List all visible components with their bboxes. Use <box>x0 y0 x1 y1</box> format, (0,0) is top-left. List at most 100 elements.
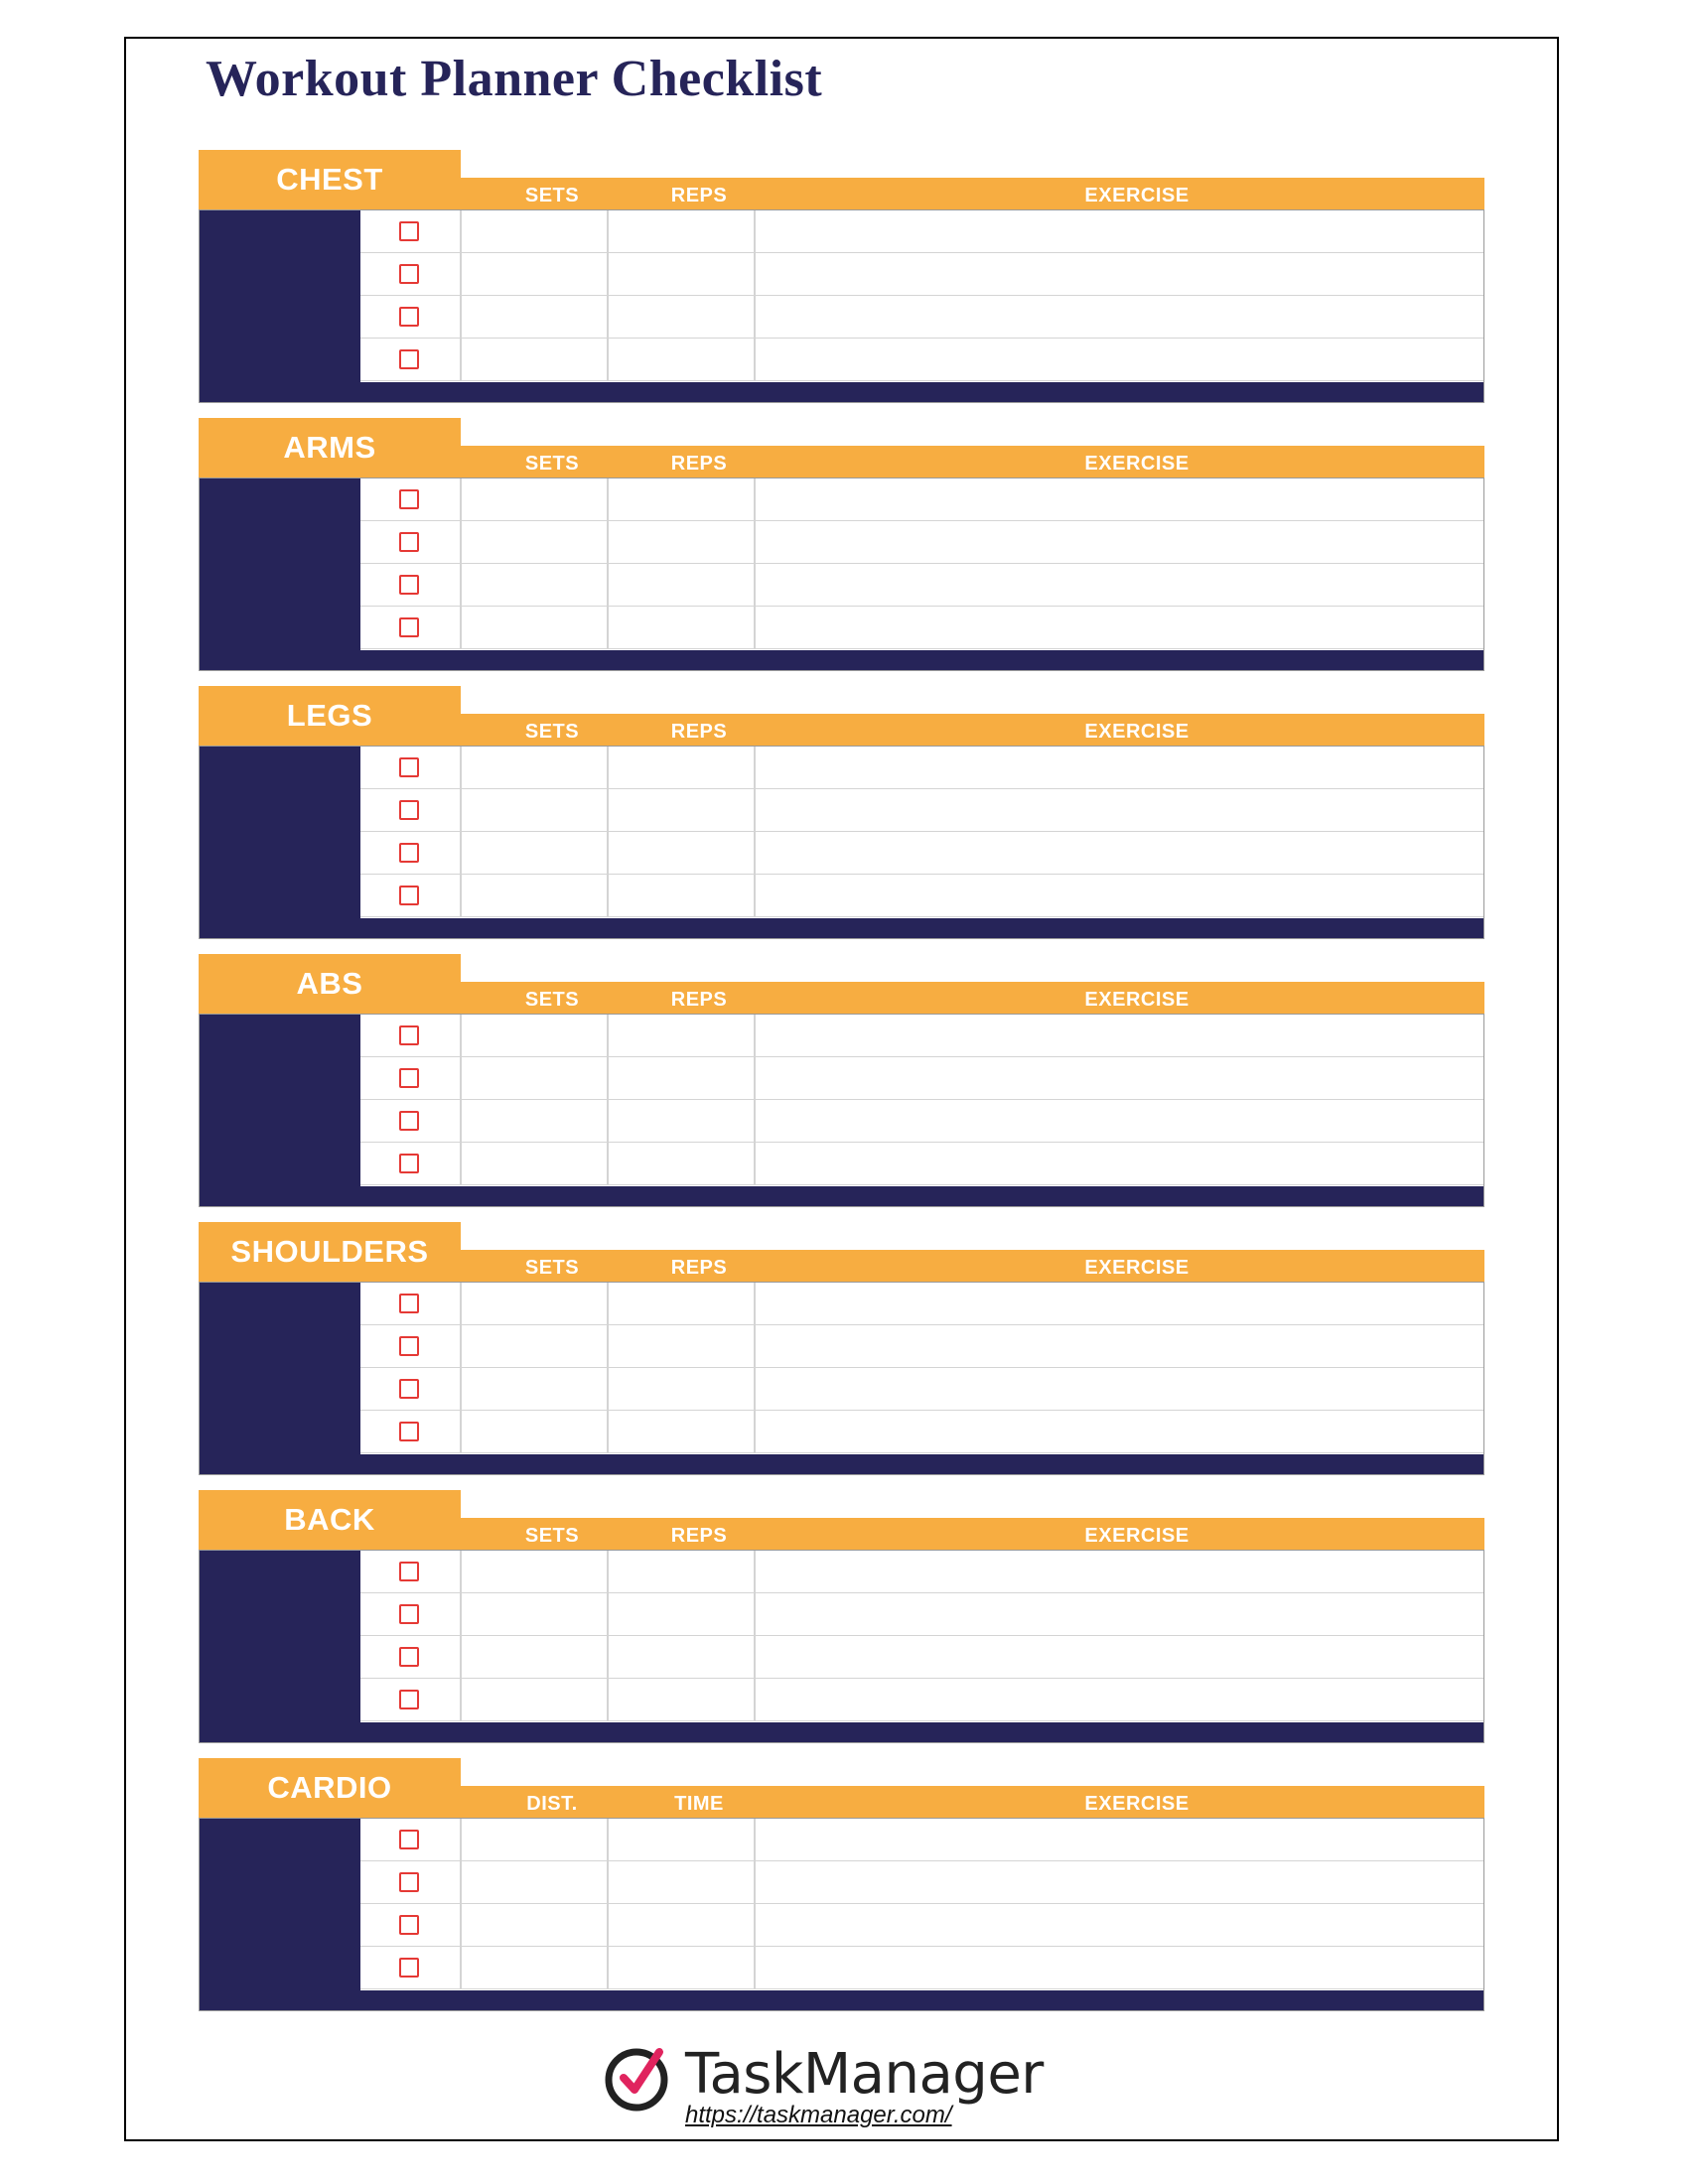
cell-col1[interactable] <box>460 1636 607 1678</box>
cell-exercise[interactable] <box>754 1593 1483 1635</box>
cell-exercise[interactable] <box>754 1861 1483 1903</box>
cell-col2[interactable] <box>607 832 754 874</box>
cell-col1[interactable] <box>460 1679 607 1720</box>
cell-exercise[interactable] <box>754 607 1483 648</box>
cell-col2[interactable] <box>607 1368 754 1410</box>
cell-col1[interactable] <box>460 1015 607 1056</box>
checkbox[interactable] <box>399 1422 419 1441</box>
cell-col1[interactable] <box>460 1947 607 1988</box>
checkbox[interactable] <box>399 1604 419 1624</box>
cell-exercise[interactable] <box>754 789 1483 831</box>
cell-exercise[interactable] <box>754 339 1483 380</box>
cell-col2[interactable] <box>607 1100 754 1142</box>
cell-exercise[interactable] <box>754 253 1483 295</box>
cell-col2[interactable] <box>607 747 754 788</box>
cell-exercise[interactable] <box>754 1904 1483 1946</box>
cell-exercise[interactable] <box>754 210 1483 252</box>
cell-col2[interactable] <box>607 1636 754 1678</box>
cell-col1[interactable] <box>460 210 607 252</box>
cell-col2[interactable] <box>607 1283 754 1324</box>
checkbox[interactable] <box>399 886 419 905</box>
cell-exercise[interactable] <box>754 747 1483 788</box>
cell-col2[interactable] <box>607 564 754 606</box>
cell-exercise[interactable] <box>754 1368 1483 1410</box>
cell-col2[interactable] <box>607 1679 754 1720</box>
cell-col1[interactable] <box>460 1411 607 1452</box>
cell-exercise[interactable] <box>754 1819 1483 1860</box>
cell-col1[interactable] <box>460 1904 607 1946</box>
cell-exercise[interactable] <box>754 1325 1483 1367</box>
cell-col1[interactable] <box>460 1100 607 1142</box>
checkbox[interactable] <box>399 1294 419 1313</box>
cell-col2[interactable] <box>607 1904 754 1946</box>
cell-col1[interactable] <box>460 1593 607 1635</box>
checkbox[interactable] <box>399 843 419 863</box>
cell-exercise[interactable] <box>754 296 1483 338</box>
cell-col1[interactable] <box>460 1057 607 1099</box>
cell-col1[interactable] <box>460 832 607 874</box>
cell-col2[interactable] <box>607 1947 754 1988</box>
cell-col1[interactable] <box>460 1325 607 1367</box>
cell-exercise[interactable] <box>754 1100 1483 1142</box>
checkbox[interactable] <box>399 1025 419 1045</box>
cell-col2[interactable] <box>607 1325 754 1367</box>
cell-col2[interactable] <box>607 607 754 648</box>
cell-col2[interactable] <box>607 253 754 295</box>
cell-exercise[interactable] <box>754 478 1483 520</box>
cell-exercise[interactable] <box>754 1947 1483 1988</box>
cell-col1[interactable] <box>460 1551 607 1592</box>
footer-url-link[interactable]: https://taskmanager.com/ <box>685 2102 952 2128</box>
checkbox[interactable] <box>399 1562 419 1581</box>
cell-exercise[interactable] <box>754 564 1483 606</box>
checkbox[interactable] <box>399 349 419 369</box>
checkbox[interactable] <box>399 575 419 595</box>
cell-col2[interactable] <box>607 478 754 520</box>
cell-col2[interactable] <box>607 1861 754 1903</box>
cell-col1[interactable] <box>460 875 607 916</box>
checkbox[interactable] <box>399 1830 419 1849</box>
cell-exercise[interactable] <box>754 875 1483 916</box>
checkbox[interactable] <box>399 1068 419 1088</box>
cell-exercise[interactable] <box>754 1015 1483 1056</box>
checkbox[interactable] <box>399 221 419 241</box>
cell-col1[interactable] <box>460 607 607 648</box>
cell-col1[interactable] <box>460 521 607 563</box>
cell-col2[interactable] <box>607 521 754 563</box>
cell-exercise[interactable] <box>754 1551 1483 1592</box>
checkbox[interactable] <box>399 532 419 552</box>
cell-col2[interactable] <box>607 1551 754 1592</box>
checkbox[interactable] <box>399 1111 419 1131</box>
checkbox[interactable] <box>399 1154 419 1173</box>
cell-exercise[interactable] <box>754 1636 1483 1678</box>
cell-exercise[interactable] <box>754 1143 1483 1184</box>
cell-col1[interactable] <box>460 1143 607 1184</box>
checkbox[interactable] <box>399 617 419 637</box>
cell-exercise[interactable] <box>754 1411 1483 1452</box>
cell-col1[interactable] <box>460 789 607 831</box>
cell-col2[interactable] <box>607 789 754 831</box>
checkbox[interactable] <box>399 1915 419 1935</box>
cell-col2[interactable] <box>607 1411 754 1452</box>
checkbox[interactable] <box>399 1872 419 1892</box>
cell-col2[interactable] <box>607 1593 754 1635</box>
cell-col1[interactable] <box>460 1283 607 1324</box>
cell-col1[interactable] <box>460 1861 607 1903</box>
checkbox[interactable] <box>399 1958 419 1978</box>
checkbox[interactable] <box>399 1647 419 1667</box>
cell-exercise[interactable] <box>754 1679 1483 1720</box>
cell-col2[interactable] <box>607 296 754 338</box>
checkbox[interactable] <box>399 757 419 777</box>
cell-col2[interactable] <box>607 1015 754 1056</box>
cell-col1[interactable] <box>460 1368 607 1410</box>
cell-col2[interactable] <box>607 339 754 380</box>
cell-col2[interactable] <box>607 210 754 252</box>
cell-col1[interactable] <box>460 564 607 606</box>
cell-col1[interactable] <box>460 1819 607 1860</box>
checkbox[interactable] <box>399 1690 419 1709</box>
cell-col1[interactable] <box>460 747 607 788</box>
cell-col2[interactable] <box>607 1819 754 1860</box>
cell-exercise[interactable] <box>754 832 1483 874</box>
checkbox[interactable] <box>399 489 419 509</box>
cell-col2[interactable] <box>607 875 754 916</box>
checkbox[interactable] <box>399 1336 419 1356</box>
